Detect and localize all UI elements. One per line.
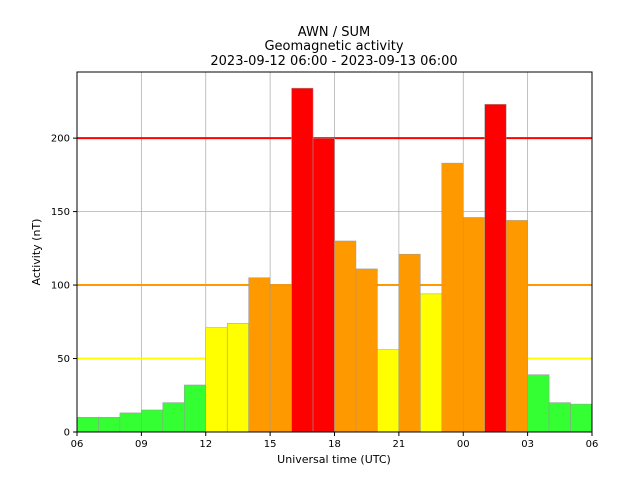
title-line-1: AWN / SUM xyxy=(298,25,370,40)
bar-hour-12 xyxy=(334,240,357,433)
bar-hour-8 xyxy=(248,277,271,433)
bar-hour-23 xyxy=(570,403,593,433)
x-tick-label-7: 03 xyxy=(521,439,534,450)
bar-hour-2 xyxy=(119,412,142,433)
bar-hour-4 xyxy=(162,402,185,433)
bar-hour-21 xyxy=(527,374,550,433)
x-tick-label-4: 18 xyxy=(328,439,341,450)
y-tick-label-1: 50 xyxy=(57,354,70,365)
bar-hour-14 xyxy=(377,349,400,433)
bar-hour-13 xyxy=(355,268,378,433)
title-line-3: 2023-09-12 06:00 - 2023-09-13 06:00 xyxy=(210,54,457,69)
x-tick-label-2: 12 xyxy=(199,439,212,450)
bar-hour-10 xyxy=(291,87,314,433)
x-tick-label-8: 06 xyxy=(586,439,599,450)
y-tick-label-2: 100 xyxy=(51,281,70,292)
bar-hour-20 xyxy=(505,220,528,433)
bar-hour-17 xyxy=(441,162,464,433)
x-axis-label: Universal time (UTC) xyxy=(277,453,391,466)
bar-hour-11 xyxy=(312,137,335,433)
bar-hour-7 xyxy=(226,323,249,433)
y-tick-label-3: 150 xyxy=(51,207,70,218)
bar-hour-9 xyxy=(269,284,292,433)
bar-hour-3 xyxy=(141,409,164,433)
bar-hour-16 xyxy=(420,293,443,433)
x-tick-label-0: 06 xyxy=(71,439,84,450)
y-axis-label: Activity (nT) xyxy=(30,219,43,286)
y-tick-label-0: 0 xyxy=(64,428,70,439)
chart-title: AWN / SUM Geomagnetic activity 2023-09-1… xyxy=(210,25,457,69)
bar-hour-1 xyxy=(98,417,121,433)
bar-hour-5 xyxy=(184,384,207,433)
bar-hour-15 xyxy=(398,253,421,433)
bar-hour-6 xyxy=(205,327,228,433)
x-tick-label-1: 09 xyxy=(135,439,148,450)
y-tick-label-4: 200 xyxy=(51,134,70,145)
title-line-2: Geomagnetic activity xyxy=(264,39,403,54)
bar-hour-0 xyxy=(76,417,99,433)
bar-hour-18 xyxy=(463,217,485,433)
x-tick-label-6: 00 xyxy=(457,439,470,450)
x-tick-label-5: 21 xyxy=(393,439,406,450)
bar-hour-19 xyxy=(484,104,507,433)
x-tick-label-3: 15 xyxy=(264,439,277,450)
bar-hour-22 xyxy=(548,402,571,433)
